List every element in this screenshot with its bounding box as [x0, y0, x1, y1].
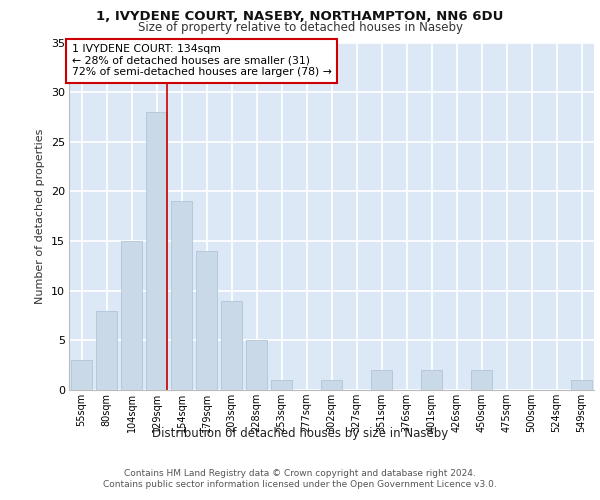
Bar	[196, 251, 217, 390]
Text: Contains public sector information licensed under the Open Government Licence v3: Contains public sector information licen…	[103, 480, 497, 489]
Bar	[146, 112, 167, 390]
Bar	[221, 300, 242, 390]
Bar	[71, 360, 92, 390]
Bar	[421, 370, 442, 390]
Bar	[96, 310, 117, 390]
Text: Size of property relative to detached houses in Naseby: Size of property relative to detached ho…	[137, 21, 463, 34]
Bar	[271, 380, 292, 390]
Bar	[171, 202, 192, 390]
Text: Contains HM Land Registry data © Crown copyright and database right 2024.: Contains HM Land Registry data © Crown c…	[124, 469, 476, 478]
Text: 1, IVYDENE COURT, NASEBY, NORTHAMPTON, NN6 6DU: 1, IVYDENE COURT, NASEBY, NORTHAMPTON, N…	[97, 10, 503, 23]
Bar	[121, 241, 142, 390]
Text: Distribution of detached houses by size in Naseby: Distribution of detached houses by size …	[152, 428, 448, 440]
Bar	[321, 380, 342, 390]
Bar	[371, 370, 392, 390]
Bar	[571, 380, 592, 390]
Text: 1 IVYDENE COURT: 134sqm
← 28% of detached houses are smaller (31)
72% of semi-de: 1 IVYDENE COURT: 134sqm ← 28% of detache…	[71, 44, 331, 78]
Bar	[246, 340, 267, 390]
Y-axis label: Number of detached properties: Number of detached properties	[35, 128, 45, 304]
Bar	[471, 370, 492, 390]
